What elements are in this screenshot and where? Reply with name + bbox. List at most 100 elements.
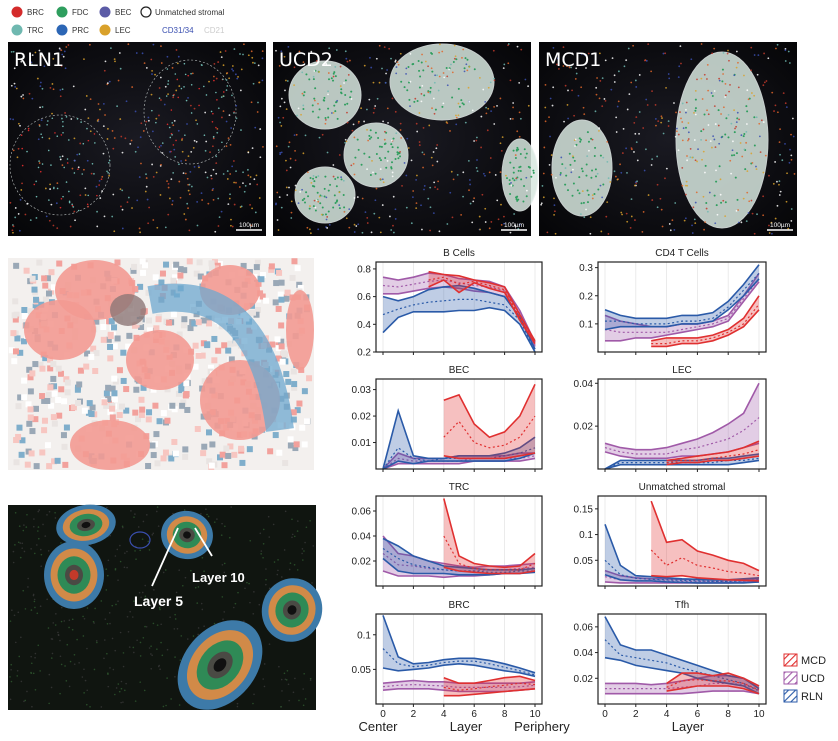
cell-dot [238,186,241,188]
cell-dot [656,206,659,209]
cell-dot [682,127,685,130]
cell-dot [108,80,111,83]
cell-dot [9,118,12,120]
bg-cell-dot [298,699,300,702]
cluster-cell [223,445,230,452]
bg-cell-dot [116,548,119,551]
cell-dot [39,170,42,173]
cell-dot [247,168,249,171]
cell-dot [414,97,417,100]
cell-dot [340,176,343,179]
cell-dot [160,62,163,64]
bg-cell-dot [153,589,155,591]
cell-dot [391,161,394,164]
cell-dot [168,197,171,200]
band-ucd [605,273,759,341]
cluster-cell [206,458,213,465]
bg-cell-dot [68,685,71,688]
cell-dot [59,206,62,209]
cell-dot [458,105,461,108]
cell-dot [646,104,649,106]
cluster-cell [201,443,208,450]
bg-cell-dot [129,610,131,613]
line-lower-mcd [651,309,760,348]
cell-dot [589,232,592,235]
cell-dot [343,206,346,209]
cell-dot [203,134,206,137]
bg-cell-dot [283,549,286,551]
cell-dot [674,135,677,138]
cell-dot [231,225,234,228]
cell-dot [313,70,316,72]
cell-dot [40,133,42,135]
cell-dot [779,190,782,193]
line-lower-mcd [443,688,536,697]
cell-dot [552,61,555,63]
bg-cell-dot [174,618,177,620]
cluster-cell [32,303,39,310]
cell-dot [342,179,345,182]
bg-cell-dot [40,548,42,551]
cluster-cell [55,397,62,404]
cell-dot [60,197,63,200]
cell-dot [210,174,213,177]
cell-dot [175,89,178,92]
cell-dot [344,94,347,97]
cell-dot [774,104,777,107]
cluster-cell [294,407,301,414]
x-tick-label: 6 [471,709,477,720]
cell-dot [680,62,682,65]
cell-dot [451,96,454,99]
bg-cell-dot [265,568,267,570]
cell-dot [222,64,225,67]
cluster-region [286,290,314,370]
cell-dot [693,218,696,221]
cluster-cell [126,332,133,339]
cell-dot [290,217,293,219]
cluster-cell [296,400,303,407]
cell-dot [511,117,514,120]
cell-dot [171,203,174,206]
bg-cell-dot [121,525,124,528]
cell-dot [391,139,393,142]
cell-dot [175,139,177,142]
cell-dot [225,120,228,123]
cell-dot [287,45,290,48]
chart-frame [375,495,543,587]
cell-dot [778,141,781,144]
cell-dot [487,86,490,89]
cell-dot [751,161,754,164]
cell-dot [173,148,176,151]
cell-dot [107,161,110,164]
cell-dot [383,130,386,133]
cluster-cell [50,284,57,291]
cell-dot [290,211,293,214]
bg-cell-dot [34,656,36,659]
panel-mcd1: MCD1 100µm [539,42,797,236]
cell-dot [324,213,327,216]
cell-dot [76,118,79,120]
cell-dot [284,89,286,92]
cell-dot [164,226,167,229]
cluster-cell [274,336,281,343]
cell-dot [177,129,180,132]
cell-dot [167,83,169,85]
cluster-cell [105,384,112,391]
cell-dot [724,96,727,98]
cluster-cell [42,282,49,289]
cell-dot [36,77,39,80]
cluster-cell [45,391,52,398]
cell-dot [160,99,162,101]
cluster-cell [253,264,260,271]
cluster-cell [215,347,222,354]
cell-dot [512,149,515,152]
cell-dot [569,163,572,166]
bg-cell-dot [309,520,311,522]
cluster-cell [25,401,32,408]
cell-dot [394,59,397,62]
cell-dot [410,222,413,225]
line-lower-ucd [382,457,536,470]
cell-dot [106,82,109,85]
cell-dot [784,60,787,62]
cell-dot [520,178,523,181]
